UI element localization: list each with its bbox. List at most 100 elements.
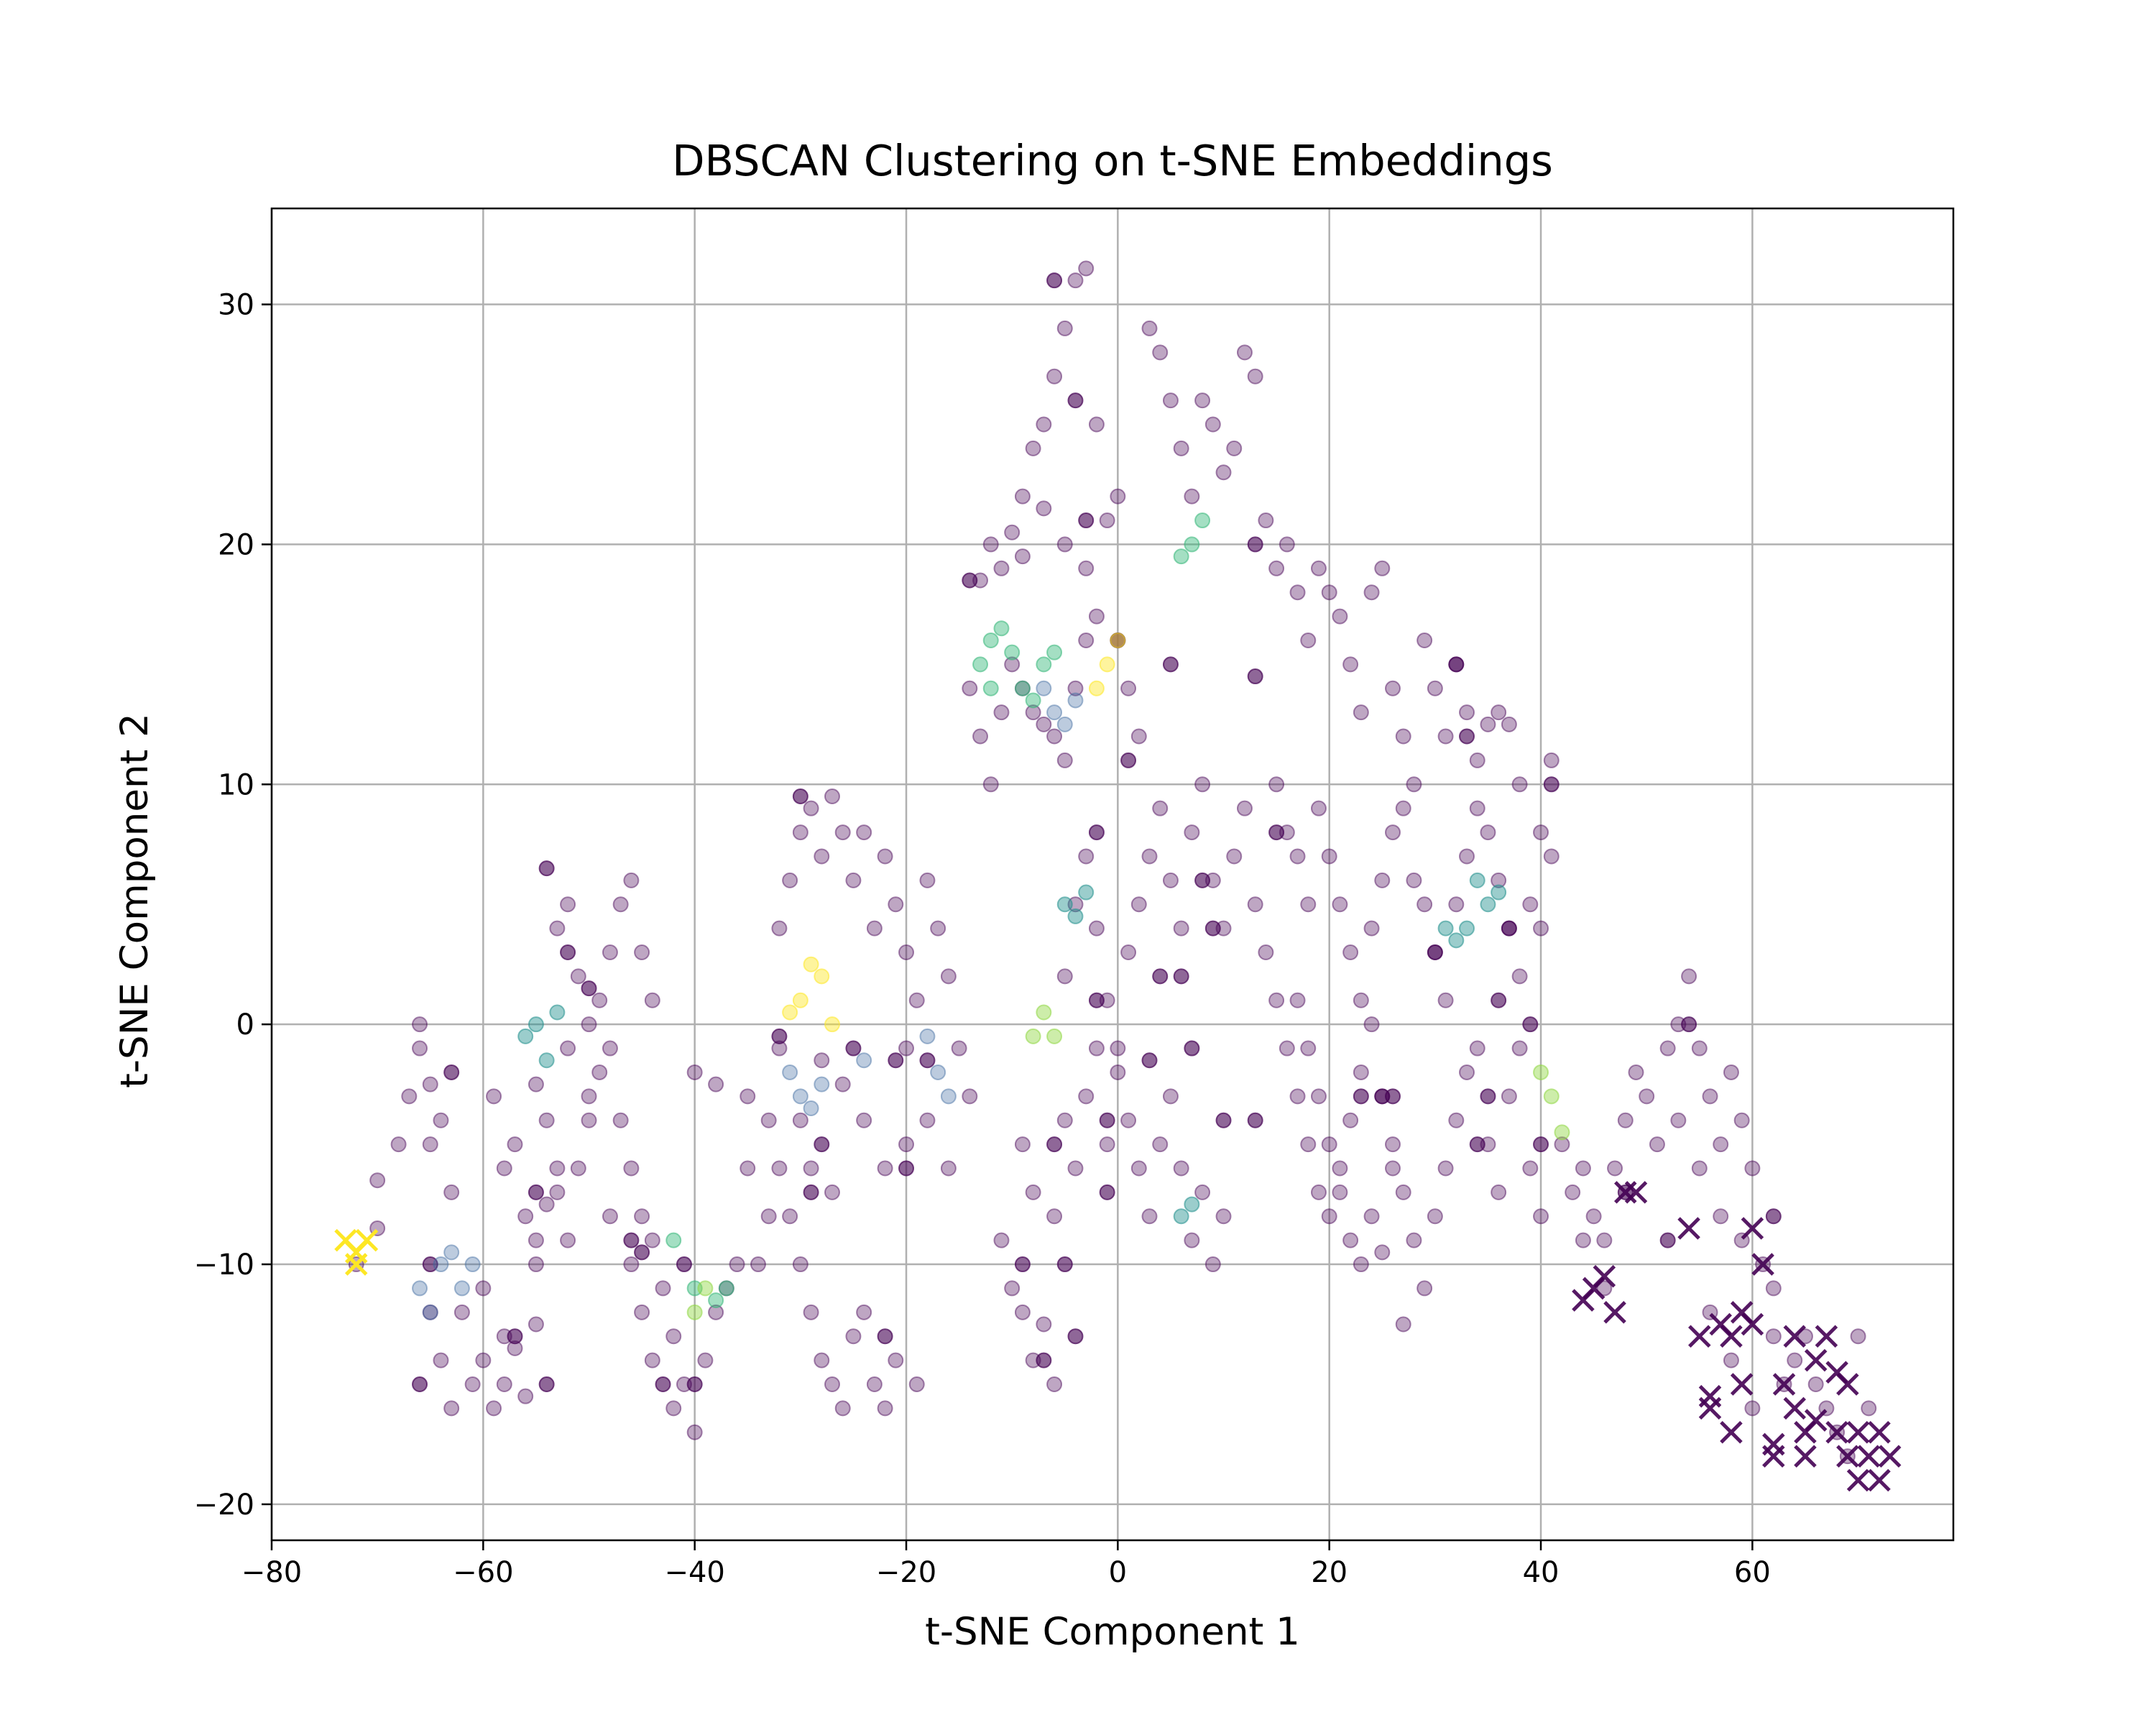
scatter-point (845, 1040, 862, 1057)
scatter-point (1046, 272, 1063, 289)
scatter-point (1533, 1208, 1549, 1225)
x-tick-label: −80 (241, 1556, 302, 1589)
scatter-point (1067, 272, 1084, 289)
x-marker-stroke (344, 1253, 368, 1276)
scatter-point (1353, 1088, 1369, 1105)
scatter-point (623, 1256, 640, 1273)
scatter-point (760, 1112, 777, 1128)
scatter-point (1184, 488, 1200, 505)
scatter-point (1194, 776, 1211, 793)
scatter-point (1300, 896, 1317, 913)
x-marker-stroke (1878, 1445, 1902, 1468)
scatter-point (1184, 1232, 1200, 1248)
scatter-point (1733, 1112, 1750, 1128)
scatter-point (1670, 1112, 1687, 1128)
scatter-point (1332, 608, 1348, 625)
scatter-point (1437, 992, 1454, 1008)
scatter-point (1501, 1088, 1517, 1105)
x-marker-stroke (1677, 1217, 1700, 1240)
scatter-point-x (1772, 1373, 1796, 1396)
scatter-point (644, 1232, 660, 1248)
scatter-point-x (1825, 1361, 1848, 1384)
scatter-point (1268, 992, 1285, 1008)
x-marker-stroke (1614, 1181, 1637, 1204)
scatter-point (1025, 704, 1041, 721)
scatter-point (1395, 728, 1411, 745)
scatter-point-x (1730, 1373, 1754, 1396)
scatter-point (422, 1256, 438, 1273)
scatter-point (1310, 560, 1327, 576)
scatter-point (877, 1160, 893, 1177)
scatter-point (1385, 1088, 1401, 1105)
scatter-point (1215, 1112, 1232, 1128)
scatter-point (1152, 968, 1169, 985)
scatter-point (1310, 1184, 1327, 1200)
scatter-point (1289, 1088, 1306, 1105)
scatter-point (845, 1328, 862, 1345)
scatter-point (560, 896, 576, 913)
scatter-point (898, 1136, 915, 1153)
scatter-point (1437, 728, 1454, 745)
scatter-point (1374, 872, 1391, 888)
scatter-point (1184, 536, 1200, 553)
scatter-point (740, 1160, 756, 1177)
scatter-point (1194, 872, 1211, 888)
scatter-point (602, 944, 618, 961)
scatter-point (1173, 1208, 1189, 1225)
scatter-point (1681, 968, 1697, 985)
x-tick-label: 60 (1734, 1556, 1771, 1589)
scatter-point (665, 1232, 682, 1248)
scatter-point (1236, 800, 1253, 816)
scatter-point (1459, 920, 1475, 937)
scatter-point (634, 944, 650, 961)
scatter-point (888, 1352, 904, 1368)
scatter-point (814, 1352, 830, 1368)
scatter-point (1300, 1040, 1317, 1057)
scatter-point (1226, 848, 1243, 865)
scatter-point (496, 1160, 512, 1177)
scatter-point (1036, 1004, 1052, 1021)
scatter-point (877, 1400, 893, 1417)
scatter-point (528, 1256, 544, 1273)
scatter-point (602, 1208, 618, 1225)
scatter-point-x (1868, 1420, 1891, 1444)
scatter-point (982, 680, 999, 696)
scatter-point (1702, 1088, 1718, 1105)
scatter-point (1713, 1136, 1729, 1153)
x-marker-stroke (1688, 1325, 1711, 1348)
scatter-point (1321, 848, 1337, 865)
scatter-point-x (1857, 1445, 1881, 1468)
scatter-point (1152, 344, 1169, 361)
x-tick-label: −40 (664, 1556, 724, 1589)
scatter-point (919, 1112, 936, 1128)
scatter-point (1056, 1256, 1073, 1273)
scatter-point (1459, 704, 1475, 721)
scatter-point (665, 1400, 682, 1417)
scatter-point (1056, 320, 1073, 336)
scatter-point (1036, 500, 1052, 517)
scatter-point (412, 1376, 428, 1392)
scatter-point (1385, 1160, 1401, 1177)
scatter-point (1258, 512, 1274, 529)
scatter-point (528, 1184, 544, 1200)
scatter-point (877, 1328, 893, 1345)
scatter-point (1385, 824, 1401, 841)
scatter-point (1099, 1112, 1115, 1128)
scatter-point (771, 1028, 788, 1044)
scatter-point (1130, 1160, 1147, 1177)
scatter-point (1046, 1208, 1063, 1225)
scatter-point (792, 992, 808, 1008)
y-tick-label: 20 (218, 528, 254, 561)
x-marker-stroke (1772, 1373, 1796, 1396)
scatter-point (1056, 752, 1073, 768)
scatter-point (1141, 1052, 1158, 1069)
scatter-point (1787, 1352, 1803, 1368)
scatter-point (803, 956, 819, 972)
scatter-point (729, 1256, 745, 1273)
scatter-point (464, 1376, 481, 1392)
scatter-point (1067, 1328, 1084, 1345)
scatter-point-x (1720, 1325, 1743, 1348)
scatter-point (1046, 728, 1063, 745)
scatter-point (570, 968, 586, 985)
scatter-point (1850, 1328, 1866, 1345)
